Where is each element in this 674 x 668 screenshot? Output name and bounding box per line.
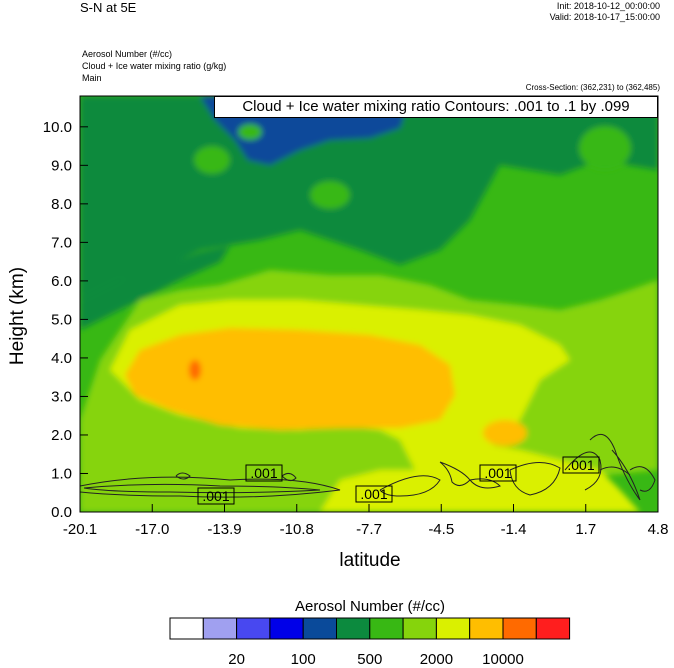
y-tick-label: 5.0 [51, 311, 72, 328]
x-tick-label: -13.9 [207, 521, 241, 538]
y-tick-label: 4.0 [51, 350, 72, 367]
colorbar-title: Aerosol Number (#/cc) [294, 598, 446, 615]
field-label-aerosol: Aerosol Number (#/cc) [82, 49, 173, 59]
contour-label: .001 [484, 465, 511, 481]
colorbar-swatch [302, 617, 338, 640]
contour-title: Cloud + Ice water mixing ratio Contours:… [214, 96, 658, 118]
colorbar-swatch [336, 617, 371, 640]
contour-label: .001 [360, 486, 387, 502]
y-axis-label: Height (km) [7, 266, 28, 366]
colorbar-swatch [502, 617, 537, 640]
colorbar-label: 100 [291, 651, 316, 668]
x-tick-label: 1.7 [575, 521, 596, 538]
colorbar-swatch [402, 617, 437, 640]
colorbar-swatch [369, 617, 404, 640]
colorbar-label: 10000 [482, 651, 524, 668]
x-tick-label: -7.7 [356, 521, 382, 538]
colorbar-label: 2000 [420, 651, 453, 668]
plot-title: S-N at 5E [80, 0, 137, 15]
colorbar-swatch [469, 617, 504, 640]
y-tick-label: 8.0 [51, 196, 72, 213]
valid-time: Valid: 2018-10-17_15:00:00 [549, 12, 660, 22]
colorbar-label: 500 [357, 651, 382, 668]
colorbar-swatch [269, 617, 304, 640]
contour-label: .001 [250, 465, 277, 481]
y-tick-label: 9.0 [51, 157, 72, 174]
y-tick-label: 10.0 [43, 119, 72, 136]
x-tick-label: -4.5 [428, 521, 454, 538]
contour-labels: .001 .001 .001 .001 .001 [197, 456, 600, 505]
field-label-cloud: Cloud + Ice water mixing ratio (g/kg) [82, 61, 227, 71]
x-tick-label: -1.4 [501, 521, 527, 538]
colorbar-swatch [236, 617, 271, 640]
colorbar-swatch [435, 617, 471, 640]
y-tick-label: 1.0 [51, 465, 72, 482]
contour-label: .001 [202, 488, 229, 504]
cross-section-label: Cross-Section: (362,231) to (362,485) [525, 83, 660, 92]
y-axis: 0.0 1.0 2.0 3.0 4.0 5.0 6.0 7.0 8.0 9.0 10.0 [43, 119, 88, 521]
y-tick-label: 3.0 [51, 388, 72, 405]
cross-section-plot: .001 .001 .001 .001 .001 -20.1 -17.0 -13.9… [43, 95, 669, 538]
x-axis-label: latitude [339, 550, 401, 571]
x-tick-label: -17.0 [135, 521, 169, 538]
init-time: Init: 2018-10-12_00:00:00 [556, 1, 660, 11]
y-tick-label: 2.0 [51, 427, 72, 444]
colorbar-swatch [535, 617, 571, 640]
x-axis: -20.1 -17.0 -13.9 -10.8 -7.7 -4.5 -1.4 1.7 4.8 [63, 504, 669, 538]
y-tick-label: 6.0 [51, 273, 72, 290]
field-label-domain: Main [82, 73, 102, 83]
aerosol-field [80, 96, 658, 512]
colorbar-swatch [202, 617, 238, 640]
y-tick-label: 0.0 [51, 504, 72, 521]
x-tick-label: -20.1 [63, 521, 97, 538]
contour-label: .001 [567, 457, 594, 473]
x-tick-label: -10.8 [280, 521, 314, 538]
colorbar-swatch [169, 617, 204, 640]
colorbar-label: 20 [228, 651, 245, 668]
x-tick-label: 4.8 [648, 521, 669, 538]
y-tick-label: 7.0 [51, 234, 72, 251]
